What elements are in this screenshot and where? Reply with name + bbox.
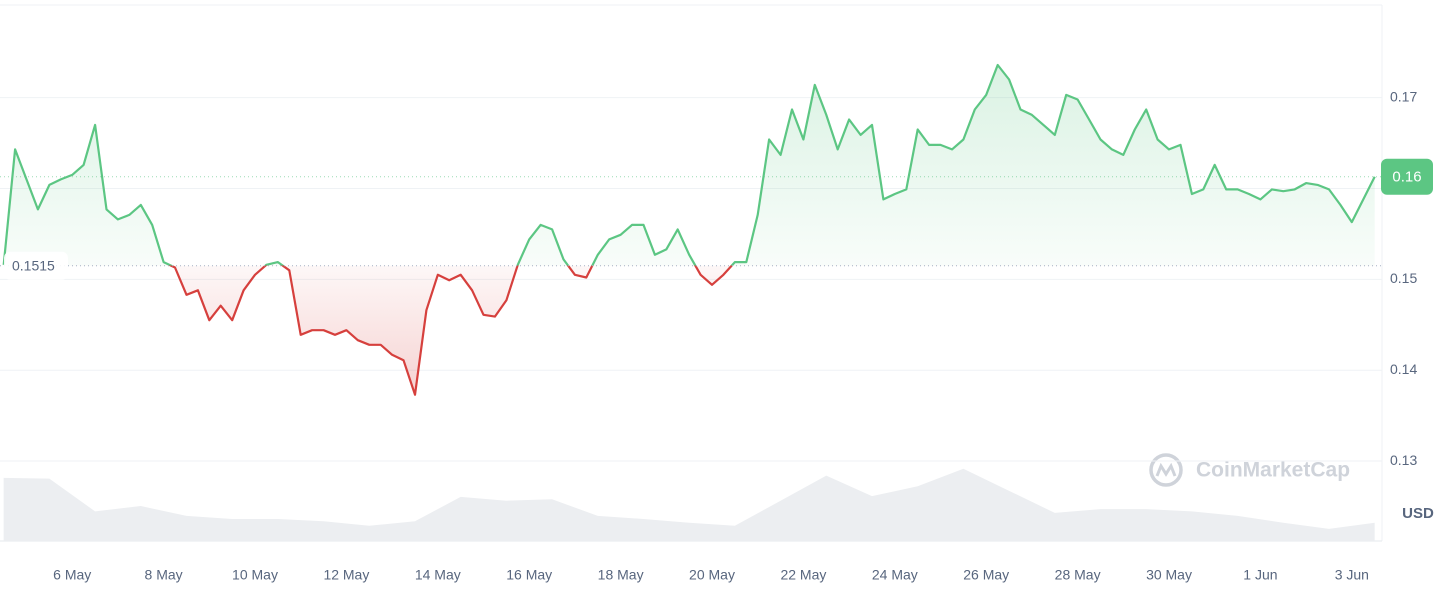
watermark-logo	[1149, 453, 1183, 487]
y-tick-label: 0.13	[1390, 452, 1417, 468]
x-tick-label: 14 May	[415, 567, 461, 583]
x-tick-label: 12 May	[323, 567, 369, 583]
x-tick-label: 16 May	[506, 567, 552, 583]
watermark-logo-mark	[1155, 462, 1177, 477]
x-tick-label: 30 May	[1146, 567, 1192, 583]
watermark-text: CoinMarketCap	[1196, 459, 1350, 482]
x-tick-label: 26 May	[963, 567, 1009, 583]
x-tick-label: 1 Jun	[1243, 567, 1277, 583]
x-tick-label: 10 May	[232, 567, 278, 583]
x-tick-label: 28 May	[1055, 567, 1101, 583]
price-badge-label: 0.16	[1392, 169, 1421, 186]
price-line	[2, 63, 1376, 396]
baseline-label: 0.1515	[12, 257, 55, 273]
x-tick-label: 3 Jun	[1335, 567, 1369, 583]
y-tick-label: 0.14	[1390, 361, 1417, 377]
y-tick-label: 0.17	[1390, 88, 1417, 104]
x-tick-label: 20 May	[689, 567, 735, 583]
currency-label: USD	[1402, 505, 1434, 522]
volume-area	[3, 468, 1375, 541]
x-tick-label: 22 May	[780, 567, 826, 583]
x-tick-label: 18 May	[598, 567, 644, 583]
price-area	[3, 65, 1375, 395]
x-tick-label: 6 May	[53, 567, 91, 583]
baseline-label-bg	[4, 251, 68, 280]
price-badge	[1381, 158, 1433, 195]
x-tick-label: 8 May	[145, 567, 183, 583]
y-tick-label: 0.15	[1390, 270, 1417, 286]
watermark: CoinMarketCap	[1149, 453, 1350, 487]
x-tick-label: 24 May	[872, 567, 918, 583]
